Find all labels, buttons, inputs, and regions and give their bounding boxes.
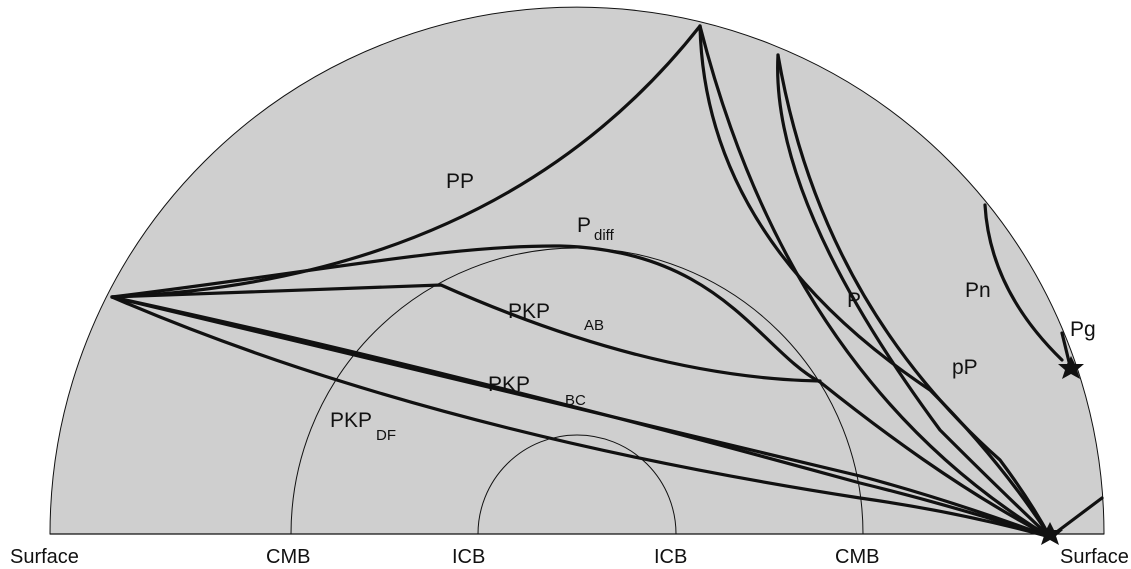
label-pkp-bc-sub: BC — [565, 392, 586, 409]
ray-pkp-ab — [110, 283, 822, 383]
ray-p-1 — [698, 24, 1052, 539]
inner-core-region — [477, 434, 677, 535]
axis-icb-right: ICB — [654, 546, 687, 568]
ray-p-2 — [776, 53, 1052, 539]
label-pkp-df: PKP — [330, 409, 372, 432]
ray-pp — [110, 24, 702, 299]
ray-pp-down — [698, 24, 1052, 539]
label-pg: Pg — [1070, 318, 1096, 341]
ray-pn — [983, 203, 1064, 362]
ray-pp-depth — [776, 53, 1052, 539]
label-pn: Pn — [965, 279, 991, 302]
axis-surface-left: Surface — [10, 546, 79, 568]
label-pp-depth: pP — [952, 356, 978, 379]
ray-surface-reflect — [1048, 496, 1104, 539]
label-pkp-ab: PKP — [508, 300, 550, 323]
label-pkp-ab-sub: AB — [584, 317, 604, 334]
axis-icb-left: ICB — [452, 546, 485, 568]
label-pkp-bc: PKP — [488, 373, 530, 396]
label-pdiff-sub: diff — [594, 227, 615, 244]
source-star — [1058, 356, 1084, 379]
label-pp: PP — [446, 170, 474, 193]
ray-pkp-df — [110, 295, 1052, 539]
ray-pkp-bc — [110, 295, 1052, 539]
ray-pdiff — [110, 244, 1052, 539]
label-pdiff: P — [577, 214, 591, 237]
label-p: P — [847, 289, 861, 312]
axis-cmb-right: CMB — [835, 546, 879, 568]
axis-cmb-left: CMB — [266, 546, 310, 568]
mantle-region — [49, 6, 1105, 535]
label-pkp-df-sub: DF — [376, 427, 396, 444]
axis-surface-right: Surface — [1060, 546, 1129, 568]
ray-pkp-bc-lower — [110, 295, 1052, 539]
surface-star — [1037, 522, 1063, 545]
